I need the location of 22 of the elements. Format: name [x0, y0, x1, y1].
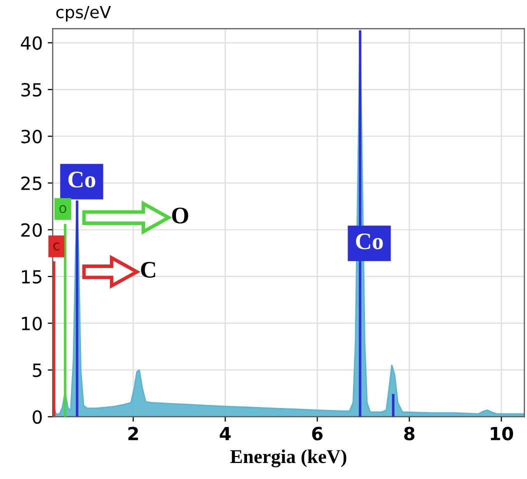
x-tick-label: 10	[490, 426, 514, 440]
x-tick-label: 4	[220, 427, 231, 440]
y-tick-label: 15	[22, 270, 42, 284]
annotation: o	[59, 205, 66, 214]
x-axis-title: Energia (keV)	[230, 449, 346, 468]
y-tick-label: 30	[21, 130, 42, 144]
y-tick-label: 20	[21, 223, 42, 237]
annotation: C	[141, 262, 156, 278]
y-tick-label: 35	[21, 82, 42, 97]
y-tick-label: 25	[21, 176, 42, 190]
y-axis-title: cps/eV	[56, 6, 111, 22]
y-tick-label: 10	[22, 316, 42, 330]
y-tick-label: 5	[32, 364, 42, 378]
x-tick-label: 2	[128, 426, 138, 440]
annotation: Co	[68, 172, 96, 188]
annotation: O	[172, 208, 188, 224]
annotation: c	[53, 242, 60, 250]
x-tick-label: 6	[312, 426, 323, 440]
y-tick-label: 0	[32, 410, 42, 424]
y-tick-label: 40	[20, 36, 42, 50]
annotation: Co	[356, 233, 383, 250]
x-tick-label: 8	[404, 426, 414, 440]
